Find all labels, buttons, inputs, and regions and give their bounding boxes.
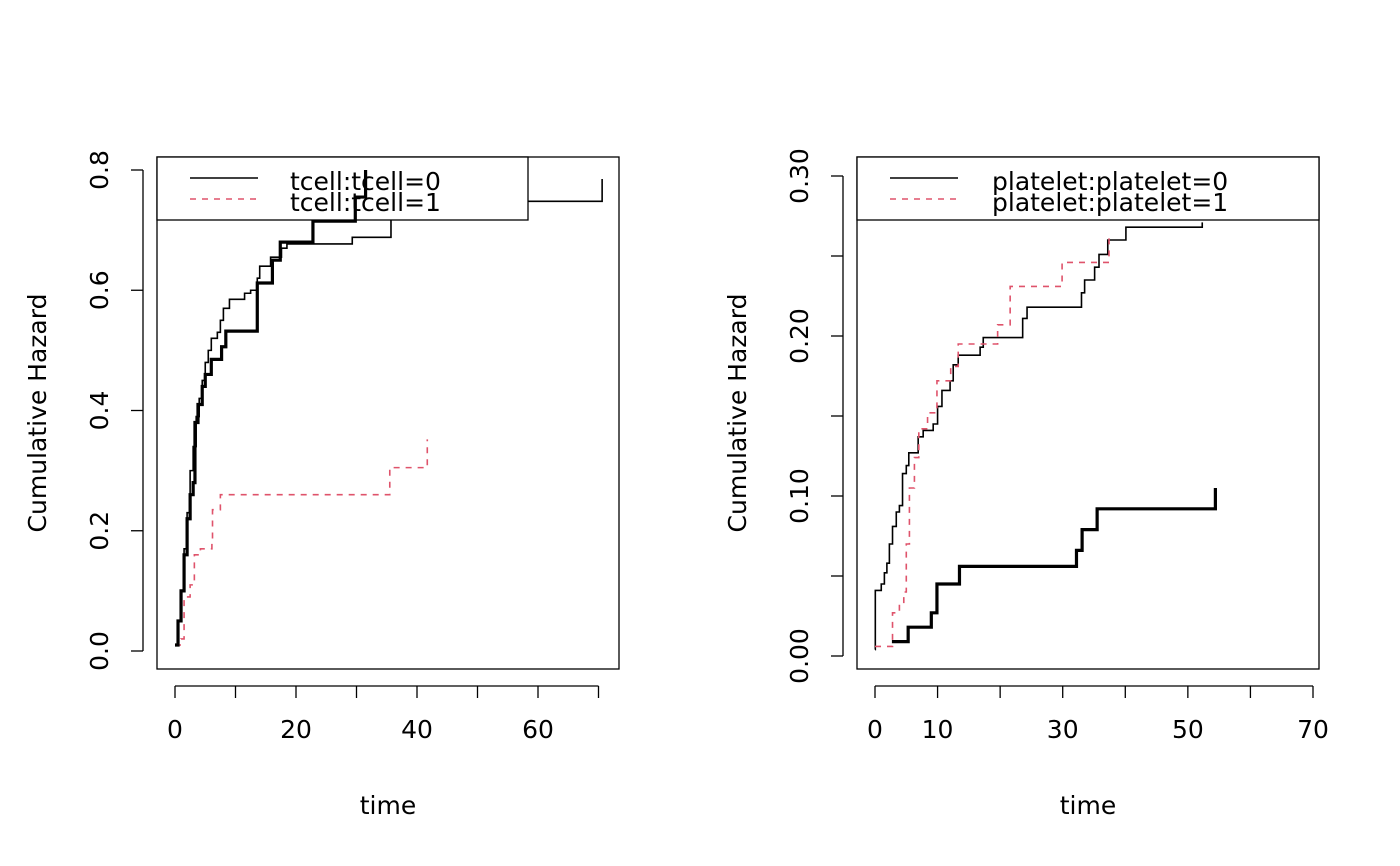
panel-platelet: Cumulative Hazard time 0 10 30 50 70 0.00 0.10…: [723, 148, 1329, 820]
legend-box: [156, 156, 529, 221]
y-tick-label: 0.20: [785, 308, 814, 364]
series-line-tcell-1: [175, 439, 429, 646]
y-tick-label: 0.00: [785, 628, 814, 684]
y-tick-label: 0.8: [85, 150, 114, 190]
series-line-stratum: [175, 170, 368, 647]
x-axis-label: time: [1060, 791, 1116, 820]
x-tick-label: 70: [1297, 715, 1329, 744]
x-tick-label: 20: [280, 715, 312, 744]
panel-tcell: Cumulative Hazard time 0 20 40 60 0.0 0.2 0.4 0…: [23, 150, 620, 820]
y-axis-label: Cumulative Hazard: [723, 294, 752, 533]
x-tick-label: 60: [522, 715, 554, 744]
x-tick-label: 40: [401, 715, 433, 744]
x-tick-label: 0: [167, 715, 183, 744]
x-axis-label: time: [360, 791, 416, 820]
y-tick-label: 0.30: [785, 148, 814, 204]
plot-frame: [156, 156, 620, 670]
y-tick-label: 0.10: [785, 468, 814, 524]
series-line-tcell-0: [175, 179, 603, 646]
y-tick-label: 0.2: [85, 511, 114, 551]
series-line-stratum: [891, 488, 1217, 644]
plot-frame: [856, 156, 1320, 670]
y-axis-label: Cumulative Hazard: [23, 294, 52, 533]
y-tick-label: 0.6: [85, 270, 114, 310]
legend-label: platelet:platelet=1: [992, 188, 1228, 217]
x-tick-label: 30: [1047, 715, 1079, 744]
y-tick-label: 0.0: [85, 631, 114, 671]
series-line-platelet-1: [875, 233, 1110, 648]
legend-label: platelet:platelet=0: [992, 167, 1228, 196]
series-line-platelet-0: [874, 222, 1204, 651]
x-tick-label: 10: [922, 715, 954, 744]
x-tick-label: 0: [867, 715, 883, 744]
legend-box: [856, 156, 1320, 221]
y-tick-label: 0.4: [85, 391, 114, 431]
x-tick-label: 50: [1172, 715, 1204, 744]
